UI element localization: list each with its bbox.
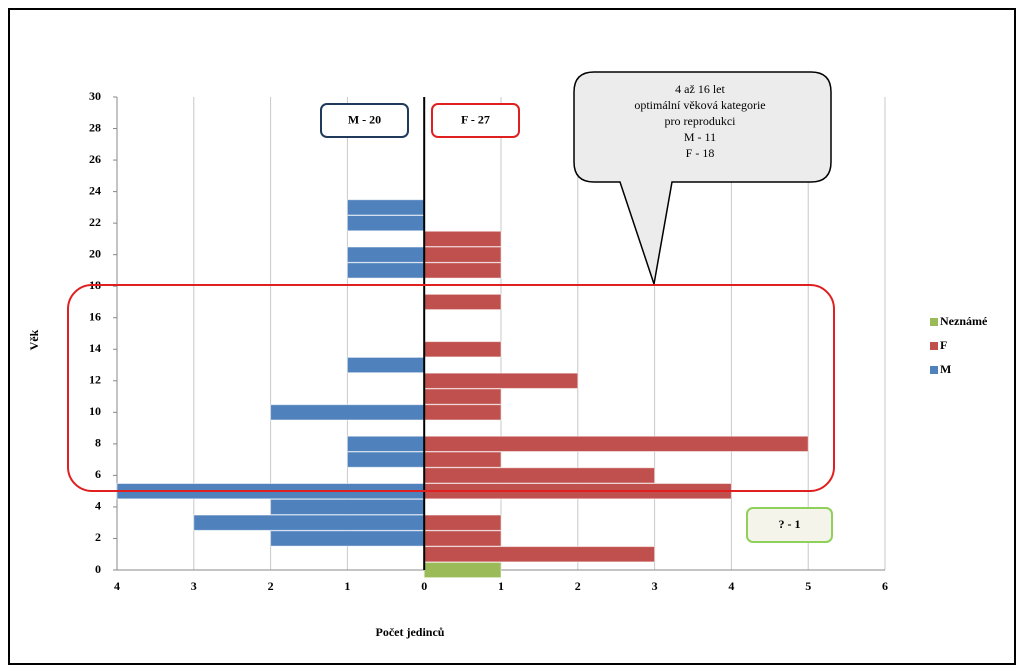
y-tick-label: 4 (95, 499, 101, 513)
annotation-text: M - 20 (348, 112, 381, 126)
y-tick-label: 26 (89, 152, 101, 166)
legend-swatch (930, 342, 938, 350)
annotation-box (320, 103, 409, 138)
legend-label: F (940, 338, 947, 352)
annotation-text: F - 27 (461, 112, 490, 126)
x-tick-label: 0 (421, 579, 427, 593)
x-tick-label: 1 (498, 579, 504, 593)
bar (423, 467, 656, 484)
bar (346, 262, 425, 279)
bar (423, 530, 502, 547)
bar (270, 404, 425, 421)
bar (423, 388, 502, 405)
y-tick-label: 2 (95, 530, 101, 544)
bar (346, 214, 425, 232)
callout-text: optimální věková kategorie (634, 98, 765, 112)
bar (346, 356, 425, 374)
callout-text: M - 11 (684, 130, 716, 144)
x-tick-label: 3 (652, 579, 658, 593)
x-tick-label: 1 (344, 579, 350, 593)
bar (423, 262, 502, 279)
x-tick-label: 2 (268, 579, 274, 593)
y-tick-label: 14 (89, 341, 101, 355)
x-tick-label: 5 (805, 579, 811, 593)
highlight-box (67, 284, 835, 492)
bar (423, 546, 656, 563)
x-axis-label: Počet jedinců (376, 625, 445, 639)
y-tick-label: 30 (89, 89, 101, 103)
bar (423, 561, 502, 579)
y-tick-label: 0 (95, 562, 101, 576)
legend-label: M (940, 362, 951, 376)
bar (423, 404, 502, 421)
y-tick-label: 22 (89, 215, 101, 229)
y-tick-label: 16 (89, 309, 101, 323)
x-tick-label: 2 (575, 579, 581, 593)
annotation-box (746, 507, 833, 543)
x-tick-label: 4 (114, 579, 120, 593)
x-tick-label: 3 (191, 579, 197, 593)
bar (423, 435, 809, 453)
bar (423, 451, 502, 468)
bar (270, 498, 425, 516)
y-tick-label: 12 (89, 373, 101, 387)
bar (423, 514, 502, 531)
y-tick-label: 28 (89, 120, 101, 134)
y-tick-label: 6 (95, 467, 101, 481)
annotation-box (431, 103, 520, 138)
y-tick-label: 20 (89, 246, 101, 260)
bar (423, 341, 502, 358)
bar (193, 514, 425, 531)
legend-label: Neznámé (940, 314, 988, 328)
callout-text: F - 18 (686, 146, 715, 160)
y-tick-label: 8 (95, 436, 101, 450)
y-tick-label: 24 (89, 183, 101, 197)
callout-text: 4 až 16 let (675, 82, 725, 96)
bar (423, 246, 502, 263)
x-tick-label: 6 (882, 579, 888, 593)
legend-swatch (930, 366, 938, 374)
bar (346, 246, 425, 263)
legend-swatch (930, 318, 938, 326)
bar (423, 293, 502, 311)
annotation-text: ? - 1 (779, 517, 801, 531)
y-axis-label: Věk (27, 329, 41, 350)
callout-bubble (573, 71, 832, 285)
bar (346, 199, 425, 216)
bar (346, 451, 425, 468)
bar (423, 230, 502, 248)
x-tick-label: 4 (728, 579, 734, 593)
bar (346, 435, 425, 453)
bar (270, 530, 425, 547)
bar (423, 372, 579, 389)
callout-text: pro reprodukci (665, 114, 737, 128)
y-tick-label: 10 (89, 404, 101, 418)
